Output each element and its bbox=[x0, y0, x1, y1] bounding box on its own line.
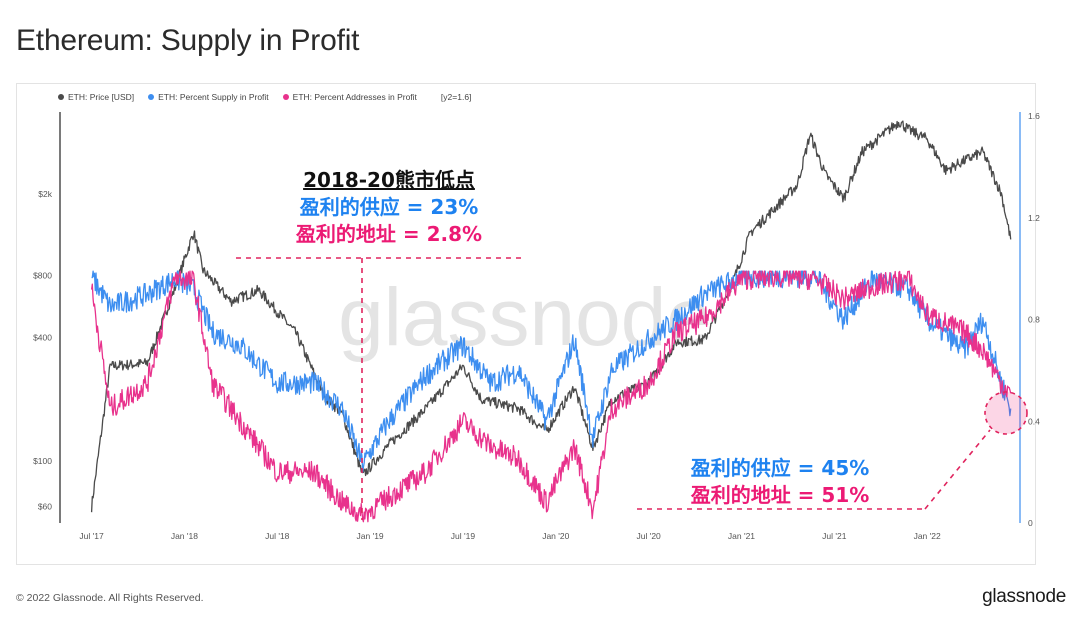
x-tick-label: Jul '18 bbox=[265, 531, 290, 541]
x-tick-label: Jul '21 bbox=[822, 531, 847, 541]
series-line-addresses bbox=[90, 270, 1012, 523]
series-line-price bbox=[90, 120, 1012, 513]
y-left-tick-label: $400 bbox=[33, 332, 52, 342]
chart-legend: ETH: Price [USD] ETH: Percent Supply in … bbox=[58, 92, 471, 102]
chart-frame bbox=[16, 83, 1036, 565]
y-left-tick-label: $100 bbox=[33, 456, 52, 466]
annotation-layer bbox=[236, 257, 1028, 520]
y-left-tick-label: $2k bbox=[38, 189, 52, 199]
annotation-bear-market-low: 2018-20熊市低点 盈利的供应 = 23% 盈利的地址 = 2.8% bbox=[278, 167, 500, 248]
annotation-highlight-circle bbox=[984, 391, 1028, 435]
y-left-tick-label: $800 bbox=[33, 271, 52, 281]
annotation-top-addresses: 盈利的地址 = 2.8% bbox=[295, 222, 483, 246]
y-right-tick-label: 1.6 bbox=[1028, 111, 1040, 121]
annotation-top-heading: 2018-20熊市低点 bbox=[303, 168, 475, 192]
x-tick-label: Jul '17 bbox=[79, 531, 104, 541]
legend-item-addresses[interactable]: ETH: Percent Addresses in Profit bbox=[282, 92, 417, 102]
footer-copyright: © 2022 Glassnode. All Rights Reserved. bbox=[16, 592, 204, 604]
legend-axis-note: [y2=1.6] bbox=[440, 92, 472, 102]
y-left-tick-label: $60 bbox=[38, 502, 52, 512]
legend-label-price: ETH: Price [USD] bbox=[68, 92, 135, 102]
x-tick-label: Jul '20 bbox=[636, 531, 661, 541]
legend-dot-addresses bbox=[282, 94, 289, 100]
legend-label-addresses: ETH: Percent Addresses in Profit bbox=[292, 92, 417, 102]
footer-brand-logo: glassnode bbox=[982, 586, 1066, 607]
axis-layer: $2k $800 $400 $100 $60 1.6 1.2 0.8 0.4 0 Jul '17 Ja… bbox=[33, 111, 1040, 541]
legend-item-price[interactable]: ETH: Price [USD] bbox=[58, 92, 134, 102]
series-line-supply bbox=[91, 270, 1012, 473]
x-tick-label: Jan '22 bbox=[914, 531, 941, 541]
annotation-bottom-supply: 盈利的供应 = 45% bbox=[690, 456, 870, 480]
annotation-current: 盈利的供应 = 45% 盈利的地址 = 51% bbox=[670, 455, 890, 509]
page-title: Ethereum: Supply in Profit bbox=[16, 24, 360, 57]
x-tick-label: Jan '19 bbox=[357, 531, 384, 541]
series-layer bbox=[90, 120, 1012, 523]
x-tick-label: Jul '19 bbox=[451, 531, 476, 541]
legend-label-supply: ETH: Percent Supply in Profit bbox=[158, 92, 269, 102]
y-right-tick-label: 1.2 bbox=[1028, 213, 1040, 223]
annotation-bottom-addresses: 盈利的地址 = 51% bbox=[690, 483, 870, 507]
x-tick-label: Jan '21 bbox=[728, 531, 755, 541]
y-right-tick-label: 0.8 bbox=[1028, 315, 1040, 325]
legend-dot-price bbox=[58, 94, 64, 100]
x-tick-label: Jan '20 bbox=[542, 531, 569, 541]
annotation-top-supply: 盈利的供应 = 23% bbox=[299, 195, 479, 219]
watermark-text: glassnode bbox=[338, 272, 712, 363]
legend-item-supply[interactable]: ETH: Percent Supply in Profit bbox=[148, 92, 269, 102]
annotation-bottom-dash-diagonal bbox=[924, 429, 991, 510]
legend-dot-supply bbox=[148, 94, 155, 100]
y-right-tick-label: 0 bbox=[1028, 518, 1033, 528]
y-right-tick-label: 0.4 bbox=[1028, 416, 1040, 426]
x-tick-label: Jan '18 bbox=[171, 531, 198, 541]
